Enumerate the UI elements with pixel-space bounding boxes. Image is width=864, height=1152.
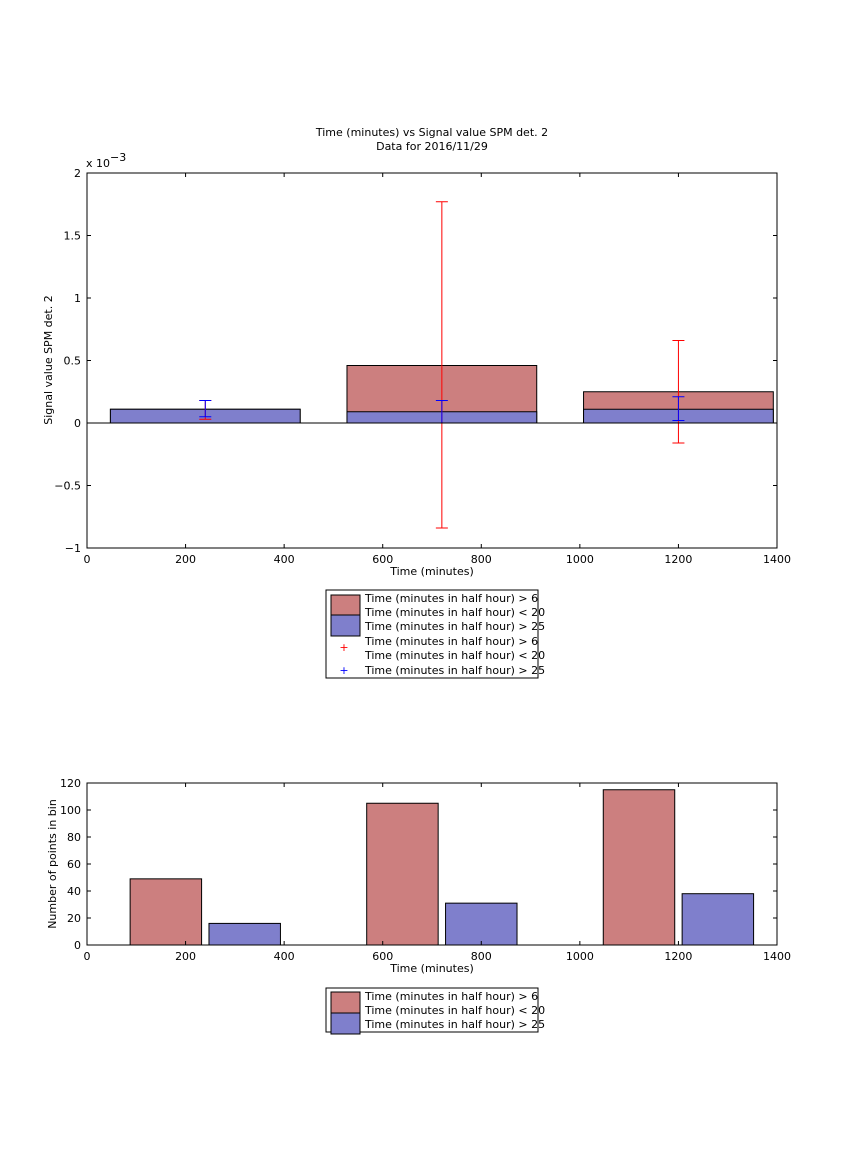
- legend-label-blue: Time (minutes in half hour) > 25: [364, 1018, 545, 1031]
- legend-label-red-line2: Time (minutes in half hour) < 20: [364, 606, 545, 619]
- legend-label-red-err-line2: Time (minutes in half hour) < 20: [364, 649, 545, 662]
- x-tick-label: 200: [175, 950, 196, 963]
- bar-series-1-2: [681, 893, 755, 946]
- y-exponent-power: −3: [110, 151, 126, 164]
- legend-box: [325, 589, 539, 679]
- y-tick-label: 1: [74, 292, 81, 305]
- y-tick-label: 0: [74, 417, 81, 430]
- y-axis-label: Signal value SPM det. 2: [42, 295, 55, 425]
- y-tick-label: 20: [67, 912, 81, 925]
- bar-series-0-1: [366, 802, 439, 946]
- y-ticks: −1 −0.5 0 0.5 1 1.5 2: [54, 167, 777, 555]
- bar-series-1-1: [445, 902, 518, 946]
- legend-label-red-line1: Time (minutes in half hour) > 6: [364, 592, 538, 605]
- legend-marker-blue-plus: +: [339, 664, 348, 677]
- x-tick-label: 0: [84, 553, 91, 566]
- y-tick-label: 2: [74, 167, 81, 180]
- x-axis-label: Time (minutes): [389, 565, 474, 578]
- legend-label-blue: Time (minutes in half hour) > 25: [364, 620, 545, 633]
- y-tick-label: 0: [74, 939, 81, 952]
- y-exponent-base: x 10: [86, 157, 110, 170]
- legend-label-red-line2: Time (minutes in half hour) < 20: [364, 1004, 545, 1017]
- x-tick-label: 600: [372, 950, 393, 963]
- y-tick-label: 100: [60, 804, 81, 817]
- error-bars-layer: [199, 201, 685, 529]
- y-tick-label: −1: [65, 542, 81, 555]
- bar-series-1-0: [208, 922, 281, 946]
- y-exponent-label: x 10 −3: [86, 151, 126, 170]
- legend-box: [325, 987, 539, 1033]
- y-axis-label: Number of points in bin: [46, 799, 59, 929]
- chart-subtitle: Data for 2016/11/29: [376, 140, 488, 153]
- x-tick-label: 1400: [763, 553, 791, 566]
- x-tick-label: 400: [274, 553, 295, 566]
- x-tick-label: 600: [372, 553, 393, 566]
- bars-layer: [129, 789, 755, 946]
- x-ticks: 0 200 400 600 800 1000 1200 1400: [84, 783, 791, 963]
- x-tick-label: 800: [471, 553, 492, 566]
- axes-box: [86, 172, 778, 549]
- legend: Time (minutes in half hour) > 6 Time (mi…: [325, 589, 545, 679]
- y-ticks: 0 20 40 60 80 100 120: [60, 777, 777, 952]
- y-tick-label: 0.5: [64, 355, 82, 368]
- x-tick-label: 0: [84, 950, 91, 963]
- y-tick-label: −0.5: [54, 480, 81, 493]
- legend-label-red-err-line1: Time (minutes in half hour) > 6: [364, 635, 538, 648]
- signal-chart: Time (minutes) vs Signal value SPM det. …: [42, 126, 791, 679]
- legend-label-red-line1: Time (minutes in half hour) > 6: [364, 990, 538, 1003]
- bar-series-0-0: [129, 878, 203, 946]
- legend-marker-red-plus: +: [339, 641, 348, 654]
- y-tick-label: 60: [67, 858, 81, 871]
- x-tick-label: 200: [175, 553, 196, 566]
- x-tick-label: 1400: [763, 950, 791, 963]
- y-tick-label: 120: [60, 777, 81, 790]
- y-tick-label: 80: [67, 831, 81, 844]
- y-tick-label: 40: [67, 885, 81, 898]
- x-tick-label: 1000: [566, 553, 594, 566]
- legend-swatch-red: [330, 991, 361, 1014]
- x-tick-label: 1200: [664, 950, 692, 963]
- legend-swatch-blue: [330, 1012, 361, 1035]
- legend-label-blue-err: Time (minutes in half hour) > 25: [364, 664, 545, 677]
- x-tick-label: 800: [471, 950, 492, 963]
- x-tick-label: 1200: [664, 553, 692, 566]
- legend-swatch-blue: [330, 614, 361, 637]
- x-tick-label: 400: [274, 950, 295, 963]
- bar-series-0-2: [602, 789, 676, 946]
- x-axis-label: Time (minutes): [389, 962, 474, 975]
- legend: Time (minutes in half hour) > 6 Time (mi…: [325, 987, 545, 1035]
- legend-swatch-red: [330, 594, 361, 617]
- counts-chart: 0 200 400 600 800 1000 1200 1400 0 20 40 60 80 100 12…: [46, 777, 791, 1035]
- y-tick-label: 1.5: [64, 230, 82, 243]
- x-ticks: 0 200 400 600 800 1000 1200 1400: [84, 173, 791, 566]
- chart-title: Time (minutes) vs Signal value SPM det. …: [315, 126, 548, 139]
- x-tick-label: 1000: [566, 950, 594, 963]
